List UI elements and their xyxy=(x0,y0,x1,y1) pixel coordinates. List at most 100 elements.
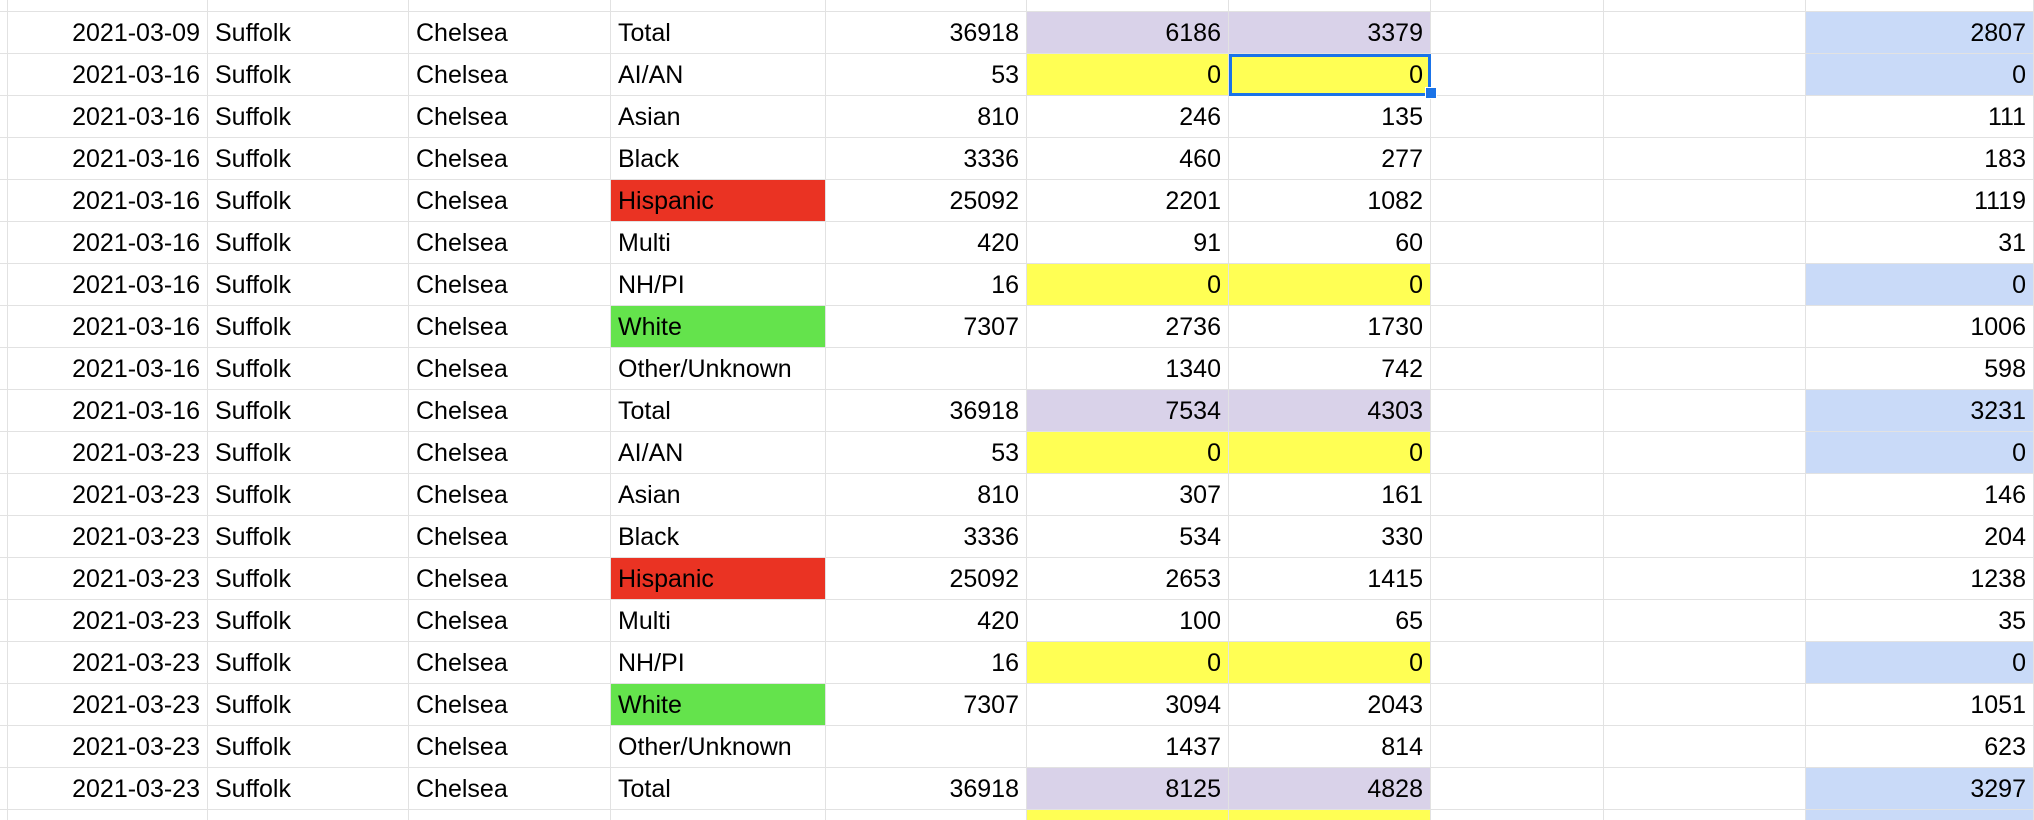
date-cell[interactable]: 2021-03-16 xyxy=(8,264,208,306)
value-cell-2[interactable]: 2043 xyxy=(1229,684,1431,726)
date-cell[interactable]: 2021-03-23 xyxy=(8,600,208,642)
empty-cell[interactable] xyxy=(1431,96,1604,138)
row-gutter-cell[interactable] xyxy=(0,12,8,54)
race-cell[interactable]: White xyxy=(611,684,826,726)
value-cell-2[interactable]: 1082 xyxy=(1229,180,1431,222)
race-cell[interactable]: White xyxy=(611,306,826,348)
race-cell[interactable]: NH/PI xyxy=(611,264,826,306)
grid-cell-empty[interactable] xyxy=(1027,0,1229,12)
grid-cell-empty[interactable] xyxy=(1604,810,1806,820)
county-cell[interactable]: Suffolk xyxy=(208,12,409,54)
empty-cell[interactable] xyxy=(1431,432,1604,474)
value-cell-1[interactable]: 2201 xyxy=(1027,180,1229,222)
value-cell-2[interactable]: 742 xyxy=(1229,348,1431,390)
county-cell[interactable]: Suffolk xyxy=(208,600,409,642)
county-cell[interactable]: Suffolk xyxy=(208,180,409,222)
empty-cell[interactable] xyxy=(1604,684,1806,726)
value-cell-1[interactable]: 534 xyxy=(1027,516,1229,558)
row-gutter-cell[interactable] xyxy=(0,726,8,768)
empty-cell[interactable] xyxy=(1604,222,1806,264)
date-cell[interactable]: 2021-03-16 xyxy=(8,348,208,390)
row-gutter-cell[interactable] xyxy=(0,558,8,600)
empty-cell[interactable] xyxy=(1431,726,1604,768)
value-cell-2[interactable]: 1415 xyxy=(1229,558,1431,600)
row-gutter-cell[interactable] xyxy=(0,180,8,222)
row-gutter-cell[interactable] xyxy=(0,432,8,474)
city-cell[interactable]: Chelsea xyxy=(409,222,611,264)
empty-cell[interactable] xyxy=(1431,558,1604,600)
county-cell[interactable]: Suffolk xyxy=(208,222,409,264)
value-cell-3[interactable]: 204 xyxy=(1806,516,2034,558)
grid-cell-empty[interactable] xyxy=(1806,810,2034,820)
value-cell-1[interactable]: 1340 xyxy=(1027,348,1229,390)
race-cell[interactable]: AI/AN xyxy=(611,432,826,474)
value-cell-2[interactable]: 277 xyxy=(1229,138,1431,180)
empty-cell[interactable] xyxy=(1431,768,1604,810)
value-cell-2[interactable]: 0 xyxy=(1229,642,1431,684)
empty-cell[interactable] xyxy=(1604,180,1806,222)
county-cell[interactable]: Suffolk xyxy=(208,432,409,474)
empty-cell[interactable] xyxy=(1604,600,1806,642)
empty-cell[interactable] xyxy=(1604,726,1806,768)
empty-cell[interactable] xyxy=(1604,306,1806,348)
row-gutter-cell[interactable] xyxy=(0,348,8,390)
date-cell[interactable]: 2021-03-23 xyxy=(8,516,208,558)
grid-cell-empty[interactable] xyxy=(1431,810,1604,820)
county-cell[interactable]: Suffolk xyxy=(208,642,409,684)
county-cell[interactable]: Suffolk xyxy=(208,138,409,180)
grid-cell-empty[interactable] xyxy=(1027,810,1229,820)
population-cell[interactable]: 7307 xyxy=(826,306,1027,348)
empty-cell[interactable] xyxy=(1604,516,1806,558)
date-cell[interactable]: 2021-03-23 xyxy=(8,558,208,600)
city-cell[interactable]: Chelsea xyxy=(409,768,611,810)
population-cell[interactable]: 53 xyxy=(826,54,1027,96)
grid-cell-empty[interactable] xyxy=(208,810,409,820)
grid-cell-empty[interactable] xyxy=(0,0,8,12)
race-cell[interactable]: Asian xyxy=(611,474,826,516)
empty-cell[interactable] xyxy=(1431,54,1604,96)
value-cell-1[interactable]: 8125 xyxy=(1027,768,1229,810)
value-cell-1[interactable]: 7534 xyxy=(1027,390,1229,432)
value-cell-1[interactable]: 3094 xyxy=(1027,684,1229,726)
city-cell[interactable]: Chelsea xyxy=(409,348,611,390)
row-gutter-cell[interactable] xyxy=(0,642,8,684)
value-cell-2[interactable]: 65 xyxy=(1229,600,1431,642)
value-cell-1[interactable]: 2653 xyxy=(1027,558,1229,600)
grid-cell-empty[interactable] xyxy=(1806,0,2034,12)
value-cell-3[interactable]: 146 xyxy=(1806,474,2034,516)
population-cell[interactable]: 420 xyxy=(826,222,1027,264)
empty-cell[interactable] xyxy=(1431,642,1604,684)
county-cell[interactable]: Suffolk xyxy=(208,96,409,138)
city-cell[interactable]: Chelsea xyxy=(409,306,611,348)
empty-cell[interactable] xyxy=(1604,12,1806,54)
county-cell[interactable]: Suffolk xyxy=(208,684,409,726)
value-cell-2[interactable]: 0 xyxy=(1229,432,1431,474)
row-gutter-cell[interactable] xyxy=(0,222,8,264)
race-cell[interactable]: Asian xyxy=(611,96,826,138)
grid-cell-empty[interactable] xyxy=(1604,0,1806,12)
population-cell[interactable]: 7307 xyxy=(826,684,1027,726)
city-cell[interactable]: Chelsea xyxy=(409,600,611,642)
value-cell-3[interactable]: 1006 xyxy=(1806,306,2034,348)
population-cell[interactable]: 36918 xyxy=(826,390,1027,432)
grid-cell-empty[interactable] xyxy=(0,810,8,820)
county-cell[interactable]: Suffolk xyxy=(208,516,409,558)
race-cell[interactable]: Hispanic xyxy=(611,558,826,600)
county-cell[interactable]: Suffolk xyxy=(208,726,409,768)
county-cell[interactable]: Suffolk xyxy=(208,54,409,96)
empty-cell[interactable] xyxy=(1431,390,1604,432)
grid-cell-empty[interactable] xyxy=(611,0,826,12)
date-cell[interactable]: 2021-03-09 xyxy=(8,12,208,54)
value-cell-2[interactable]: 1730 xyxy=(1229,306,1431,348)
row-gutter-cell[interactable] xyxy=(0,264,8,306)
value-cell-3[interactable]: 3231 xyxy=(1806,390,2034,432)
grid-cell-empty[interactable] xyxy=(409,0,611,12)
fill-handle[interactable] xyxy=(1425,87,1437,99)
value-cell-3[interactable]: 0 xyxy=(1806,264,2034,306)
grid-cell-empty[interactable] xyxy=(1431,0,1604,12)
date-cell[interactable]: 2021-03-16 xyxy=(8,306,208,348)
value-cell-1[interactable]: 0 xyxy=(1027,432,1229,474)
value-cell-3[interactable]: 623 xyxy=(1806,726,2034,768)
date-cell[interactable]: 2021-03-16 xyxy=(8,138,208,180)
value-cell-3[interactable]: 183 xyxy=(1806,138,2034,180)
